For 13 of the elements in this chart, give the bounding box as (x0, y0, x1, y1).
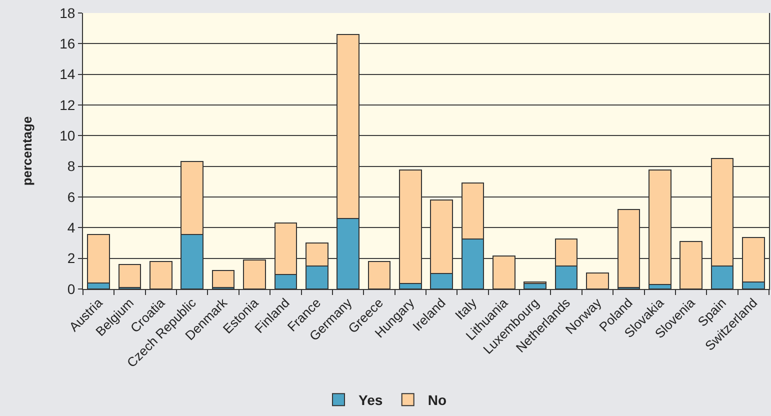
y-tick-label: 0 (67, 280, 76, 297)
y-tick-label: 2 (67, 250, 76, 266)
y-axis-title: percentage (20, 116, 35, 186)
legend-label: Yes (358, 392, 383, 408)
y-tick-label: 10 (60, 128, 76, 144)
y-tick-label: 12 (60, 96, 76, 113)
y-tick-label: 4 (67, 220, 76, 236)
y-tick-label: 8 (67, 158, 76, 174)
y-tick-label: 16 (60, 36, 76, 52)
legend-label: No (428, 392, 447, 408)
y-tick-label: 14 (60, 66, 76, 82)
y-tick-label: 6 (67, 188, 76, 205)
y-tick-label: 18 (60, 4, 76, 21)
